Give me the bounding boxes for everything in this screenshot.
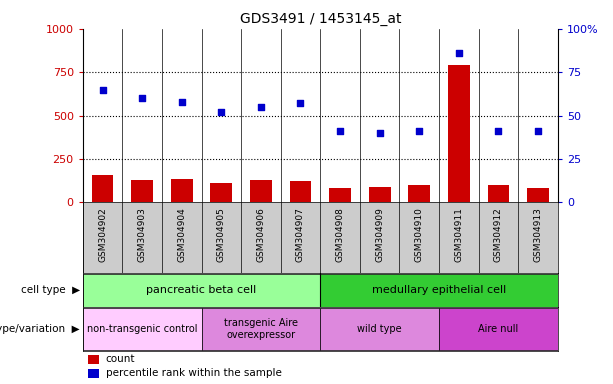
Bar	[408, 185, 430, 202]
Point	[454, 50, 464, 56]
Bar	[289, 181, 311, 202]
FancyBboxPatch shape	[202, 308, 321, 351]
FancyBboxPatch shape	[321, 308, 439, 351]
Bar	[92, 175, 113, 202]
Text: genotype/variation  ▶: genotype/variation ▶	[0, 324, 80, 334]
Point	[216, 109, 226, 115]
FancyBboxPatch shape	[83, 308, 202, 351]
Text: GSM304906: GSM304906	[256, 207, 265, 262]
Bar	[329, 188, 351, 202]
Title: GDS3491 / 1453145_at: GDS3491 / 1453145_at	[240, 12, 401, 26]
Text: percentile rank within the sample: percentile rank within the sample	[105, 368, 281, 378]
Text: count: count	[105, 354, 135, 364]
Point	[137, 95, 147, 101]
Text: pancreatic beta cell: pancreatic beta cell	[147, 285, 257, 295]
Text: GSM304912: GSM304912	[494, 207, 503, 262]
Point	[97, 86, 107, 93]
Text: GSM304902: GSM304902	[98, 207, 107, 262]
Bar	[88, 369, 99, 378]
Bar	[210, 183, 232, 202]
Text: GSM304913: GSM304913	[533, 207, 543, 262]
Text: GSM304904: GSM304904	[177, 207, 186, 262]
Bar	[369, 187, 390, 202]
Text: transgenic Aire
overexpressor: transgenic Aire overexpressor	[224, 318, 298, 340]
Text: GSM304910: GSM304910	[415, 207, 424, 262]
Bar	[88, 355, 99, 364]
Point	[375, 130, 384, 136]
FancyBboxPatch shape	[321, 274, 558, 306]
Point	[335, 128, 345, 134]
Point	[295, 100, 305, 106]
Bar	[171, 179, 192, 202]
Text: GSM304905: GSM304905	[217, 207, 226, 262]
Text: medullary epithelial cell: medullary epithelial cell	[372, 285, 506, 295]
Text: GSM304909: GSM304909	[375, 207, 384, 262]
Bar	[487, 185, 509, 202]
Text: GSM304908: GSM304908	[335, 207, 345, 262]
Text: GSM304907: GSM304907	[296, 207, 305, 262]
Text: GSM304903: GSM304903	[138, 207, 147, 262]
Point	[533, 128, 543, 134]
Text: non-transgenic control: non-transgenic control	[87, 324, 197, 334]
Text: Aire null: Aire null	[478, 324, 519, 334]
Point	[493, 128, 503, 134]
FancyBboxPatch shape	[83, 274, 321, 306]
Bar	[250, 180, 272, 202]
FancyBboxPatch shape	[439, 308, 558, 351]
Point	[177, 99, 186, 105]
Text: cell type  ▶: cell type ▶	[21, 285, 80, 295]
Bar	[448, 65, 470, 202]
Bar	[527, 188, 549, 202]
Point	[256, 104, 266, 110]
Point	[414, 128, 424, 134]
Bar	[131, 180, 153, 202]
Text: wild type: wild type	[357, 324, 402, 334]
Text: GSM304911: GSM304911	[454, 207, 463, 262]
